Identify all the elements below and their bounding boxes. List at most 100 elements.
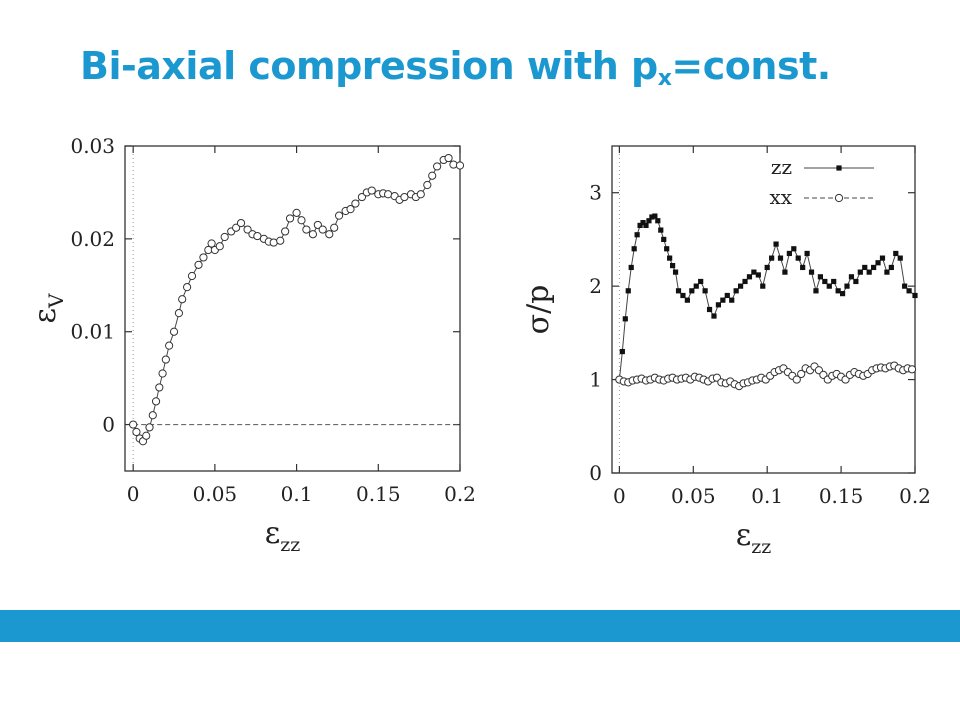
data-point-marker <box>351 199 360 208</box>
data-point-marker <box>178 295 187 304</box>
plot-frame <box>124 145 461 472</box>
data-point-zz <box>844 283 850 289</box>
data-point-marker <box>165 341 174 350</box>
y-tick-label: 0 <box>589 461 602 485</box>
data-point-marker <box>174 309 184 318</box>
legend-label-xx: xx <box>769 185 792 209</box>
data-point-zz <box>720 297 726 303</box>
data-point-zz <box>661 236 667 243</box>
data-point-marker <box>285 214 295 223</box>
data-point-zz <box>664 246 670 252</box>
data-point-marker <box>151 397 161 406</box>
data-point-zz <box>689 288 695 294</box>
data-point-zz <box>831 278 837 285</box>
y-tick-label: 2 <box>589 274 602 298</box>
data-point-marker <box>129 420 138 429</box>
data-point-zz <box>826 283 832 289</box>
data-point-zz <box>857 269 863 275</box>
data-point-zz <box>724 292 730 299</box>
x-tick-label: 0.05 <box>193 482 238 506</box>
data-point-marker <box>423 180 432 190</box>
data-point-zz <box>773 241 779 247</box>
data-point-marker <box>346 205 355 214</box>
data-point-zz <box>800 264 806 271</box>
data-point-marker <box>325 230 334 239</box>
data-point-marker <box>330 223 339 232</box>
data-point-zz <box>640 220 646 226</box>
data-point-zz <box>813 288 819 294</box>
legend-label-zz: zz <box>771 155 792 179</box>
data-point-zz <box>808 269 815 275</box>
data-point-marker <box>308 230 318 239</box>
data-point-zz <box>649 214 655 220</box>
data-point-zz <box>742 278 748 285</box>
y-tick-label: 0.02 <box>70 227 115 251</box>
data-point-marker <box>215 242 224 251</box>
data-point-zz <box>619 348 625 355</box>
data-point-zz <box>786 250 792 257</box>
data-point-zz <box>848 274 855 280</box>
y-tick-label: 0.03 <box>70 134 115 158</box>
data-point-marker <box>428 171 437 180</box>
data-point-zz <box>871 264 877 271</box>
x-tick-label: 0.2 <box>899 484 931 508</box>
data-point-zz <box>646 218 652 224</box>
x-tick-label: 0.1 <box>751 484 783 508</box>
title-tail: =const. <box>671 44 831 88</box>
data-point-marker <box>416 190 425 199</box>
y-tick-label: 1 <box>589 368 602 392</box>
data-point-zz <box>777 255 784 261</box>
slide-title: Bi-axial compression with px=const. <box>80 44 831 91</box>
data-point-zz <box>835 288 841 294</box>
data-point-xx <box>797 369 806 379</box>
data-point-zz <box>866 269 872 275</box>
data-point-zz <box>625 288 631 294</box>
data-point-zz <box>715 302 722 308</box>
data-point-marker <box>207 239 216 248</box>
data-point-zz <box>711 313 717 319</box>
data-point-zz <box>822 278 828 285</box>
data-point-marker <box>158 369 167 378</box>
x-tick-label: 0 <box>613 484 626 508</box>
y-tick-label: 3 <box>589 181 602 205</box>
data-point-zz <box>862 264 868 271</box>
data-point-zz <box>875 260 881 266</box>
data-point-zz <box>672 269 679 275</box>
data-point-marker <box>367 186 376 195</box>
title-main: Bi-axial compression with p <box>80 44 658 88</box>
data-point-marker <box>145 423 154 432</box>
data-point-marker <box>142 431 151 440</box>
data-point-zz <box>658 227 664 233</box>
data-point-marker <box>297 216 306 225</box>
data-point-marker <box>243 225 252 234</box>
x-tick-label: 0.15 <box>356 482 401 506</box>
data-point-zz <box>652 213 658 219</box>
data-point-marker <box>276 236 285 245</box>
data-point-marker <box>161 355 170 364</box>
data-point-zz <box>791 246 797 252</box>
data-point-zz <box>706 306 713 313</box>
data-point-zz <box>737 283 744 289</box>
x-tick-label: 0.2 <box>444 482 476 506</box>
data-point-marker <box>155 383 164 392</box>
data-point-zz <box>853 278 859 285</box>
data-point-marker <box>357 192 367 202</box>
data-point-zz <box>795 255 801 261</box>
x-tick-label: 0.1 <box>281 482 313 506</box>
data-point-zz <box>760 283 766 289</box>
legend-marker-xx <box>834 193 844 203</box>
data-point-marker <box>169 327 179 336</box>
data-point-zz <box>667 255 673 261</box>
data-point-zz <box>680 292 686 299</box>
x-tick-label: 0.05 <box>671 484 716 508</box>
data-point-zz <box>637 222 643 229</box>
data-point-marker <box>444 153 453 163</box>
data-point-zz <box>675 288 682 294</box>
data-point-zz <box>893 250 899 257</box>
data-point-zz <box>839 291 846 297</box>
data-point-zz <box>634 232 640 238</box>
plot-frame <box>611 145 916 474</box>
data-point-xx <box>907 365 917 374</box>
